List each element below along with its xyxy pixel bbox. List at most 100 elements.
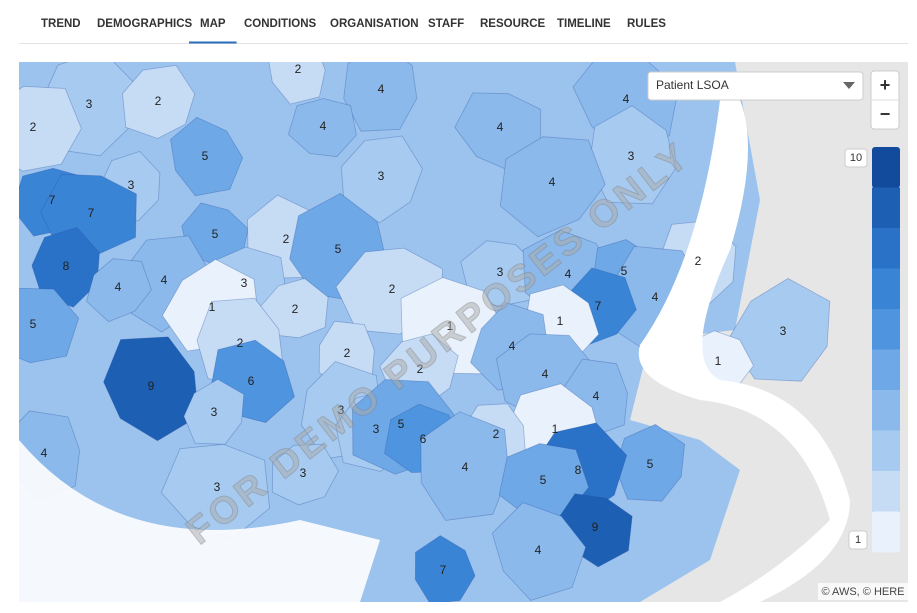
- dropdown[interactable]: [647, 71, 864, 101]
- attribution: © AWS, © HERE: [821, 586, 904, 598]
- region-label: 3: [780, 324, 787, 338]
- region-label: 4: [41, 446, 48, 460]
- legend-swatch: [872, 147, 900, 188]
- region-label: 2: [283, 232, 290, 246]
- region[interactable]: [183, 378, 245, 445]
- region-label: 7: [595, 299, 602, 313]
- legend-swatch: [872, 471, 900, 512]
- zoom-out[interactable]: −: [880, 104, 891, 124]
- region-label: 4: [652, 290, 659, 304]
- legend-max-bg: [844, 148, 868, 168]
- region-label: 3: [497, 265, 504, 279]
- region[interactable]: [727, 277, 831, 382]
- region[interactable]: [343, 44, 418, 132]
- legend-min-bg: [848, 530, 868, 550]
- region-label: 2: [695, 254, 702, 268]
- region-label: 4: [565, 267, 572, 281]
- region-label: 4: [542, 367, 549, 381]
- tab[interactable]: CONDITIONS: [244, 18, 317, 30]
- region-label: 7: [88, 206, 95, 220]
- region[interactable]: [287, 98, 357, 158]
- region-label: 3: [241, 276, 248, 290]
- region[interactable]: [0, 287, 80, 364]
- tab[interactable]: ORGANISATION: [330, 18, 419, 30]
- legend-swatch: [872, 349, 900, 391]
- region-label: 3: [338, 403, 345, 417]
- attribution-bg: [818, 583, 908, 600]
- region-label: 4: [161, 273, 168, 287]
- region-label: 9: [148, 379, 155, 393]
- zoom-in[interactable]: +: [880, 75, 891, 95]
- legend-swatch: [872, 309, 900, 350]
- tab[interactable]: DEMOGRAPHICS: [97, 18, 193, 30]
- region-label: 4: [593, 389, 600, 403]
- tab[interactable]: STAFF: [428, 18, 464, 30]
- region[interactable]: [268, 36, 326, 105]
- region-label: 4: [509, 339, 516, 353]
- river: [638, 100, 850, 602]
- region-label: 6: [420, 432, 427, 446]
- region-label: 4: [623, 92, 630, 106]
- region-label: 4: [535, 543, 542, 557]
- region-label: 5: [621, 264, 628, 278]
- region-label: 1: [552, 422, 559, 436]
- region-label: 2: [493, 427, 500, 441]
- legend-swatch: [872, 390, 900, 431]
- regions: [0, 36, 831, 604]
- region-label: 1: [715, 354, 722, 368]
- region[interactable]: [491, 502, 587, 601]
- region-label: 5: [647, 457, 654, 471]
- region[interactable]: [615, 423, 686, 502]
- tab[interactable]: RESOURCE: [480, 18, 546, 30]
- region-label: 1: [447, 319, 454, 333]
- dropdown-caret: [843, 82, 855, 89]
- region[interactable]: [170, 116, 244, 197]
- region-label: 2: [237, 336, 244, 350]
- region-label: 5: [540, 473, 547, 487]
- region[interactable]: [414, 535, 476, 604]
- region-label: 8: [575, 463, 582, 477]
- region-label: 4: [497, 120, 504, 134]
- region-label: 3: [300, 466, 307, 480]
- region[interactable]: [0, 85, 82, 172]
- river: [19, 440, 380, 602]
- legend-swatch: [872, 228, 900, 269]
- region[interactable]: [499, 136, 606, 238]
- region[interactable]: [259, 278, 329, 339]
- region-label: 1: [557, 314, 564, 328]
- tab[interactable]: TIMELINE: [557, 18, 611, 30]
- region-label: 2: [30, 120, 37, 134]
- tab[interactable]: MAP: [200, 18, 226, 30]
- region-labels: 2 4 3 2 2 4 4 4 5 3 3 3 4 7 7 5 2 5 8 4 4 3 2 3 4 5 2 4 7 1 2 5 1 1 2 2 4 3 2 4…: [30, 62, 787, 577]
- region-label: 3: [628, 149, 635, 163]
- region-label: 2: [295, 62, 302, 76]
- tab[interactable]: TREND: [41, 18, 81, 30]
- region-label: 4: [462, 460, 469, 474]
- region-label: 9: [592, 520, 599, 534]
- region-label: 3: [86, 97, 93, 111]
- region[interactable]: [31, 227, 100, 308]
- region-label: 5: [335, 242, 342, 256]
- region-label: 3: [378, 169, 385, 183]
- region-label: 5: [30, 317, 37, 331]
- region-label: 2: [389, 282, 396, 296]
- region-label: 7: [440, 563, 447, 577]
- legend-swatch: [872, 268, 900, 310]
- legend-swatch: [872, 430, 900, 472]
- legend-max: 10: [850, 152, 862, 164]
- map: 2 4 3 2 2 4 4 4 5 3 3 3 4 7 7 5 2 5 8 4 4 3 2 3 4 5 2 4 7 1 2 5 1 1 2 2 4 3 2 4…: [0, 36, 908, 604]
- tab[interactable]: RULES: [627, 18, 666, 30]
- region-label: 5: [398, 417, 405, 431]
- region-label: 5: [202, 149, 209, 163]
- region-label: 3: [373, 422, 380, 436]
- region[interactable]: [271, 443, 339, 506]
- region[interactable]: [86, 258, 152, 323]
- tab-bar: TREND DEMOGRAPHICS MAP CONDITIONS ORGANISATI…: [41, 18, 666, 44]
- region-label: 6: [248, 374, 255, 388]
- region[interactable]: [340, 135, 423, 224]
- region-label: 2: [417, 362, 424, 376]
- region[interactable]: [122, 64, 196, 139]
- region-label: 2: [292, 302, 299, 316]
- region-label: 3: [211, 405, 218, 419]
